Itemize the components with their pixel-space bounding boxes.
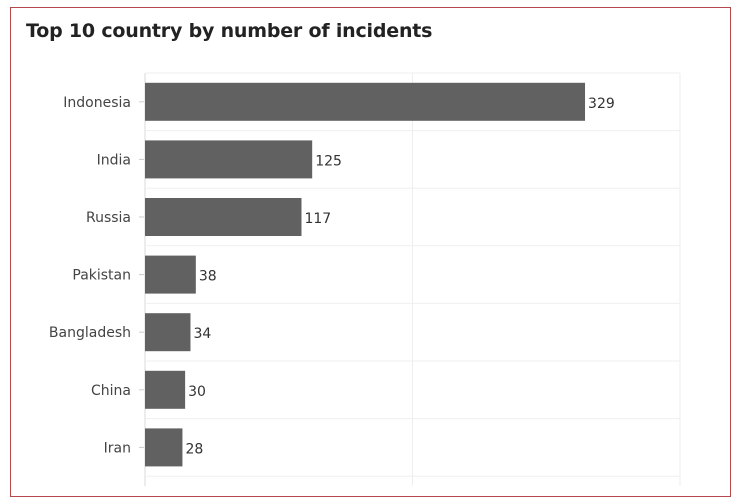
bar-pakistan [145, 255, 196, 294]
category-label: India [97, 152, 131, 168]
category-label: Bangladesh [49, 325, 131, 341]
bar-bangladesh [145, 313, 191, 352]
category-label: Indonesia [63, 95, 131, 111]
category-label: Iran [104, 440, 131, 456]
bar-indonesia [145, 82, 586, 121]
bar-india [145, 140, 313, 179]
data-label: 117 [304, 211, 331, 227]
data-label: 30 [188, 384, 206, 400]
category-label: Russia [86, 210, 131, 226]
bar-china [145, 370, 186, 409]
category-label: China [91, 383, 131, 399]
data-label: 28 [185, 441, 203, 457]
data-label: 34 [193, 326, 211, 342]
bar-russia [145, 198, 302, 236]
bar-iran [145, 428, 183, 467]
bar-chart: Indonesia 329 India 125 Russia 117 Pakistan 38 B… [49, 72, 681, 486]
chart-title: Top 10 country by number of incidents [26, 20, 433, 42]
data-label: 38 [199, 269, 217, 285]
category-label: Pakistan [72, 268, 131, 284]
data-label: 329 [588, 96, 615, 112]
data-label: 125 [315, 153, 342, 169]
